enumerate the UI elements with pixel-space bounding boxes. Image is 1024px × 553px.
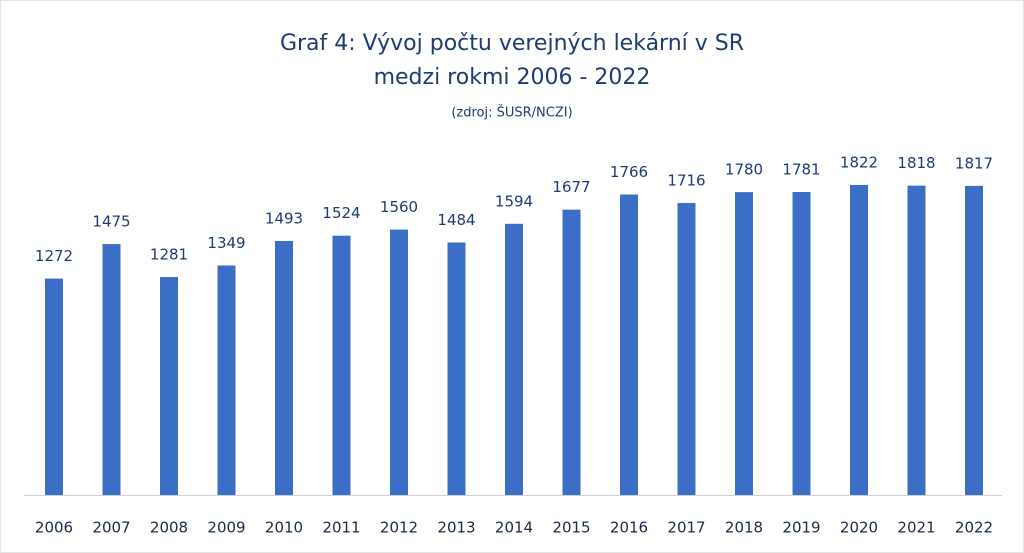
x-tick-label: 2020	[840, 519, 878, 537]
bar	[850, 185, 868, 495]
x-tick-label: 2014	[495, 519, 533, 537]
bar	[965, 185, 983, 495]
bar	[447, 242, 466, 495]
x-tick-label: 2021	[897, 519, 935, 537]
x-tick-label: 2019	[782, 519, 820, 537]
bar	[102, 244, 121, 495]
bar	[160, 277, 178, 495]
data-label: 1780	[725, 161, 763, 179]
data-label: 1524	[322, 204, 360, 222]
x-tick-label: 2022	[955, 519, 993, 537]
x-tick-label: 2018	[725, 519, 763, 537]
bar	[620, 194, 638, 495]
x-tick-label: 2008	[150, 519, 188, 537]
data-label: 1493	[265, 209, 303, 227]
bar	[562, 209, 581, 495]
data-label: 1716	[667, 172, 705, 190]
data-label: 1817	[955, 154, 993, 172]
bar	[735, 192, 753, 495]
bar	[677, 203, 696, 495]
x-tick-label: 2007	[92, 519, 130, 537]
data-label: 1594	[495, 192, 533, 210]
chart-subtitle: (zdroj: ŠUSR/NCZI)	[451, 105, 572, 121]
bar	[390, 229, 408, 495]
x-tick-label: 2011	[322, 519, 360, 537]
bar	[275, 240, 293, 495]
bar	[505, 223, 523, 495]
data-label: 1818	[897, 154, 935, 172]
x-tick-label: 2013	[437, 519, 475, 537]
data-label: 1822	[840, 154, 878, 172]
data-label: 1349	[207, 234, 245, 252]
chart-title: Graf 4: Vývoj počtu verejných lekární v …	[280, 31, 744, 56]
data-label: 1560	[380, 198, 418, 216]
bar	[332, 235, 351, 496]
x-tick-label: 2015	[552, 519, 590, 537]
bar	[45, 278, 63, 495]
x-tick-label: 2012	[380, 519, 418, 537]
data-label: 1281	[150, 246, 188, 264]
bar	[907, 185, 926, 495]
data-label: 1677	[552, 178, 590, 196]
data-label: 1484	[437, 211, 475, 229]
bar	[217, 265, 236, 495]
x-tick-label: 2016	[610, 519, 648, 537]
data-label: 1475	[92, 213, 130, 231]
data-label: 1766	[610, 163, 648, 181]
data-label: 1781	[782, 160, 820, 178]
data-label: 1272	[35, 247, 73, 265]
x-tick-label: 2010	[265, 519, 303, 537]
bar	[792, 191, 811, 496]
x-tick-label: 2017	[667, 519, 705, 537]
chart-title: medzi rokmi 2006 - 2022	[374, 65, 651, 90]
x-tick-label: 2009	[207, 519, 245, 537]
x-tick-label: 2006	[35, 519, 73, 537]
